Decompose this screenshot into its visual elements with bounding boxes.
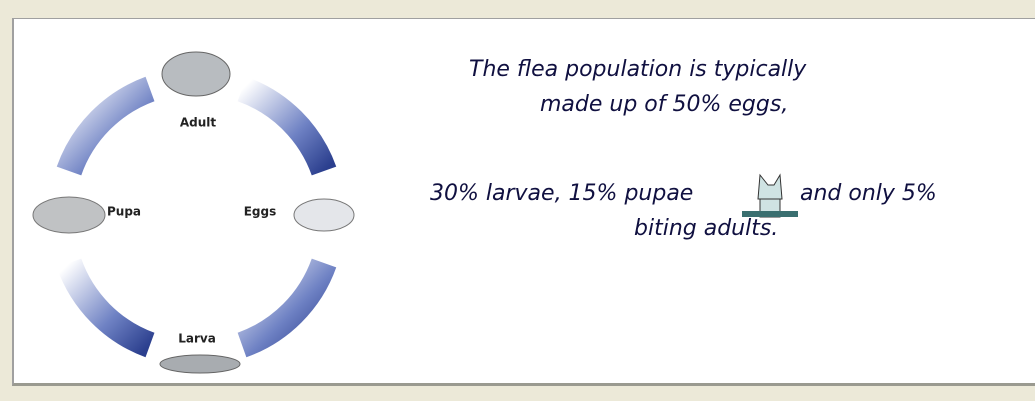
arrow [242,89,324,171]
life-cycle-diagram: Adult Eggs Pupa Larva [14,19,394,383]
text-line: made up of 50% eggs, [540,92,788,117]
larva-label: Larva [178,332,216,346]
page: Adult Eggs Pupa Larva The flea populatio… [0,0,1035,401]
arrow [69,89,150,171]
text-line: biting adults. [634,216,778,241]
adult-label: Adult [180,116,217,130]
eggs-label: Eggs [244,205,277,219]
content-panel: Adult Eggs Pupa Larva The flea populatio… [12,18,1035,386]
text-line: and only 5% [800,181,937,206]
arrow [69,263,150,345]
eggs-image [294,199,354,231]
pupa-image [33,197,105,233]
larva-image [160,355,240,373]
arrow [242,263,324,345]
text-line: The flea population is typically [469,57,806,82]
adult-image [162,52,230,96]
pupa-label: Pupa [107,205,141,219]
text-line: 30% larvae, 15% pupae [430,181,693,206]
